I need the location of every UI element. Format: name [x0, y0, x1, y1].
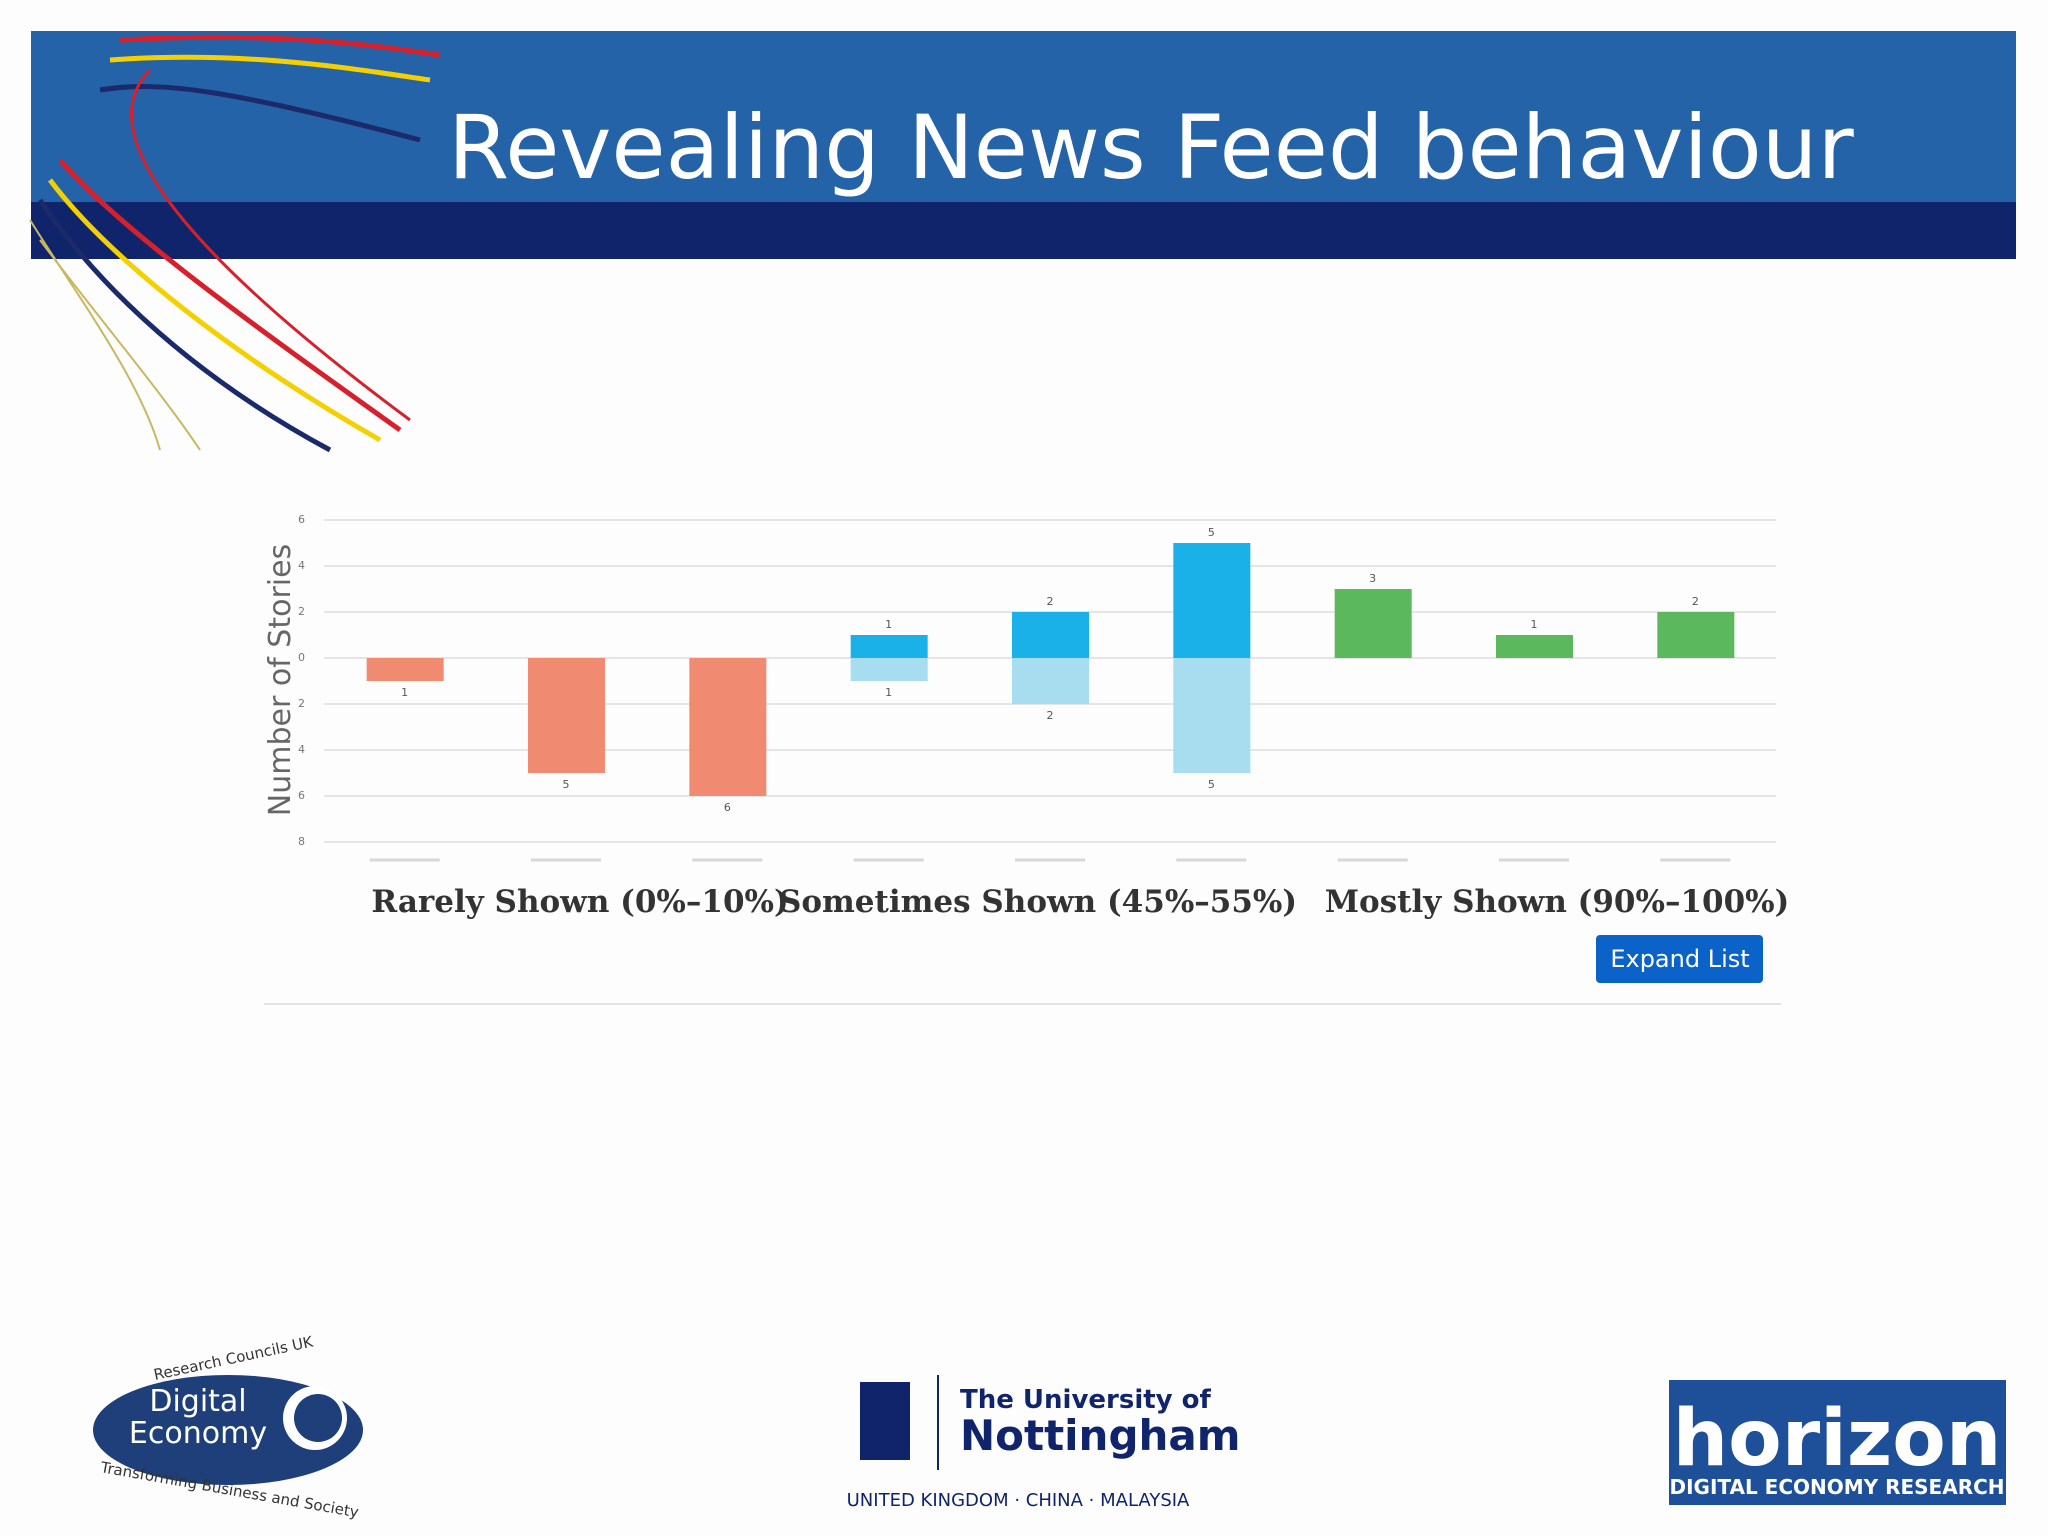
- bar: [1012, 658, 1089, 704]
- group-label: Mostly Shown (90%–100%): [1325, 884, 1790, 920]
- header-band-dark: [31, 202, 2016, 259]
- y-tick-label: 6: [298, 789, 305, 802]
- group-label: Rarely Shown (0%–10%): [371, 884, 788, 920]
- swoosh-decoration: [29, 34, 441, 453]
- expand-button-label[interactable]: Expand List: [1610, 945, 1749, 973]
- y-tick-label: 0: [298, 651, 305, 664]
- bar: [1173, 543, 1251, 658]
- value-label: 1: [885, 618, 892, 631]
- y-tick-label: 2: [298, 697, 305, 710]
- logo-text: UNITED KINGDOM · CHINA · MALAYSIA: [847, 1490, 1190, 1511]
- value-label: 5: [1208, 526, 1215, 539]
- value-label: 5: [563, 778, 570, 791]
- value-label: 1: [1531, 618, 1538, 631]
- bar: [1334, 589, 1412, 658]
- logo-text: Economy: [129, 1416, 267, 1451]
- logo-text: Digital: [149, 1384, 246, 1419]
- y-tick-label: 6: [298, 513, 305, 526]
- logo-text: Nottingham: [960, 1411, 1241, 1460]
- value-label: 5: [1208, 778, 1215, 791]
- logo-nottingham: The University of Nottingham UNITED KING…: [847, 1375, 1241, 1511]
- group-label: Sometimes Shown (45%–55%): [779, 884, 1297, 920]
- bar: [1012, 612, 1089, 658]
- bar: [1173, 658, 1251, 773]
- value-label: 6: [724, 801, 731, 814]
- bar: [528, 658, 605, 773]
- y-tick-label: 4: [298, 559, 305, 572]
- logo-text: DIGITAL ECONOMY RESEARCH: [1669, 1475, 2004, 1499]
- expand-button[interactable]: [1596, 935, 1763, 983]
- bar: [1496, 635, 1573, 658]
- y-tick-label: 8: [298, 835, 305, 848]
- value-label: 2: [1047, 595, 1054, 608]
- slide-title: Revealing News Feed behaviour: [448, 96, 1855, 199]
- logo-text: horizon: [1673, 1394, 2002, 1484]
- bar: [366, 658, 444, 681]
- logo-horizon: horizon DIGITAL ECONOMY RESEARCH: [1669, 1380, 2006, 1505]
- value-label: 1: [885, 686, 892, 699]
- bar: [850, 658, 928, 681]
- bar: [1657, 612, 1735, 658]
- value-label: 2: [1047, 709, 1054, 722]
- y-tick-label: 4: [298, 743, 305, 756]
- chart: Number of Stories 6 4 2 0 2 4 6 8 1 5 6 1 2 5 1 2 5 3 1 2 Ra…: [263, 513, 1789, 920]
- bar: [689, 658, 767, 796]
- y-tick-label: 2: [298, 605, 305, 618]
- value-label: 1: [401, 686, 408, 699]
- value-label: 2: [1692, 595, 1699, 608]
- logo-text: The University of: [960, 1385, 1212, 1415]
- header-band: [31, 31, 2016, 202]
- bar: [850, 635, 928, 658]
- value-label: 3: [1369, 572, 1376, 585]
- y-axis-label: Number of Stories: [263, 544, 298, 816]
